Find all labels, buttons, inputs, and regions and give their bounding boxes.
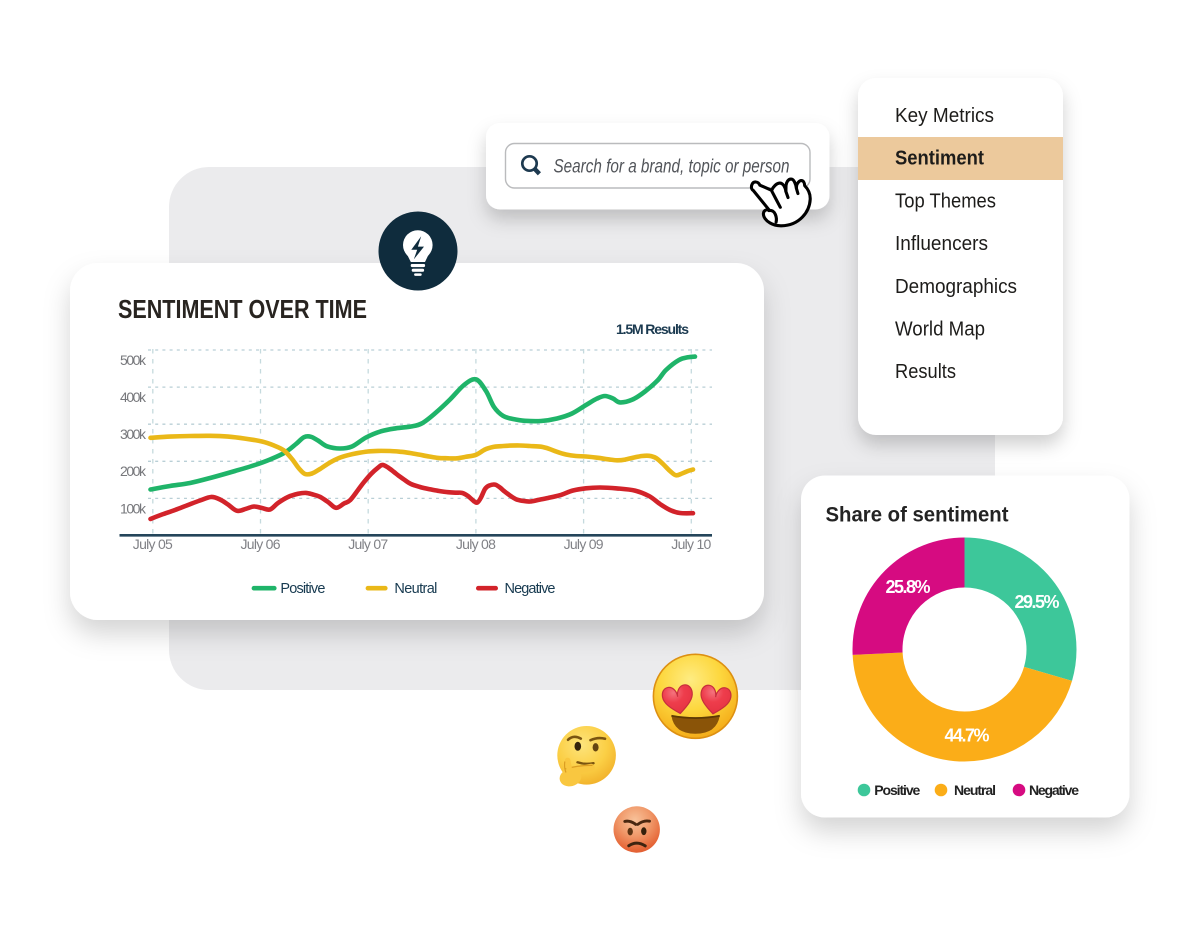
svg-text:300k: 300k <box>120 426 147 442</box>
svg-text:Positive: Positive <box>874 782 920 798</box>
svg-text:July 08: July 08 <box>456 536 496 552</box>
svg-text:Results: Results <box>895 361 956 383</box>
svg-text:Neutral: Neutral <box>394 581 437 597</box>
svg-text:July 05: July 05 <box>133 536 173 552</box>
svg-text:Sentiment: Sentiment <box>895 148 984 170</box>
svg-text:Neutral: Neutral <box>954 782 996 798</box>
svg-text:SENTIMENT OVER TIME: SENTIMENT OVER TIME <box>118 294 367 324</box>
svg-text:July 09: July 09 <box>564 536 604 552</box>
svg-text:World Map: World Map <box>895 319 985 341</box>
svg-text:200k: 200k <box>120 463 147 479</box>
svg-text:July 07: July 07 <box>348 536 388 552</box>
svg-text:July 10: July 10 <box>671 536 711 552</box>
svg-text:Negative: Negative <box>505 581 556 597</box>
svg-text:Negative: Negative <box>1029 782 1079 798</box>
svg-text:44.7%: 44.7% <box>945 725 990 745</box>
svg-text:Demographics: Demographics <box>895 276 1017 298</box>
svg-text:25.8%: 25.8% <box>886 577 931 597</box>
svg-text:July 06: July 06 <box>241 536 281 552</box>
svg-text:Influencers: Influencers <box>895 233 988 255</box>
svg-text:Share of sentiment: Share of sentiment <box>826 504 1009 527</box>
svg-text:29.5%: 29.5% <box>1015 592 1060 612</box>
svg-text:Search for a brand, topic or p: Search for a brand, topic or person <box>554 157 790 178</box>
svg-text:400k: 400k <box>120 389 147 405</box>
svg-text:Top Themes: Top Themes <box>895 190 996 212</box>
svg-text:Key Metrics: Key Metrics <box>895 105 994 127</box>
svg-text:500k: 500k <box>120 352 147 368</box>
svg-text:Positive: Positive <box>280 581 325 597</box>
svg-text:100k: 100k <box>120 500 147 516</box>
svg-text:1.5M Results: 1.5M Results <box>616 321 689 337</box>
